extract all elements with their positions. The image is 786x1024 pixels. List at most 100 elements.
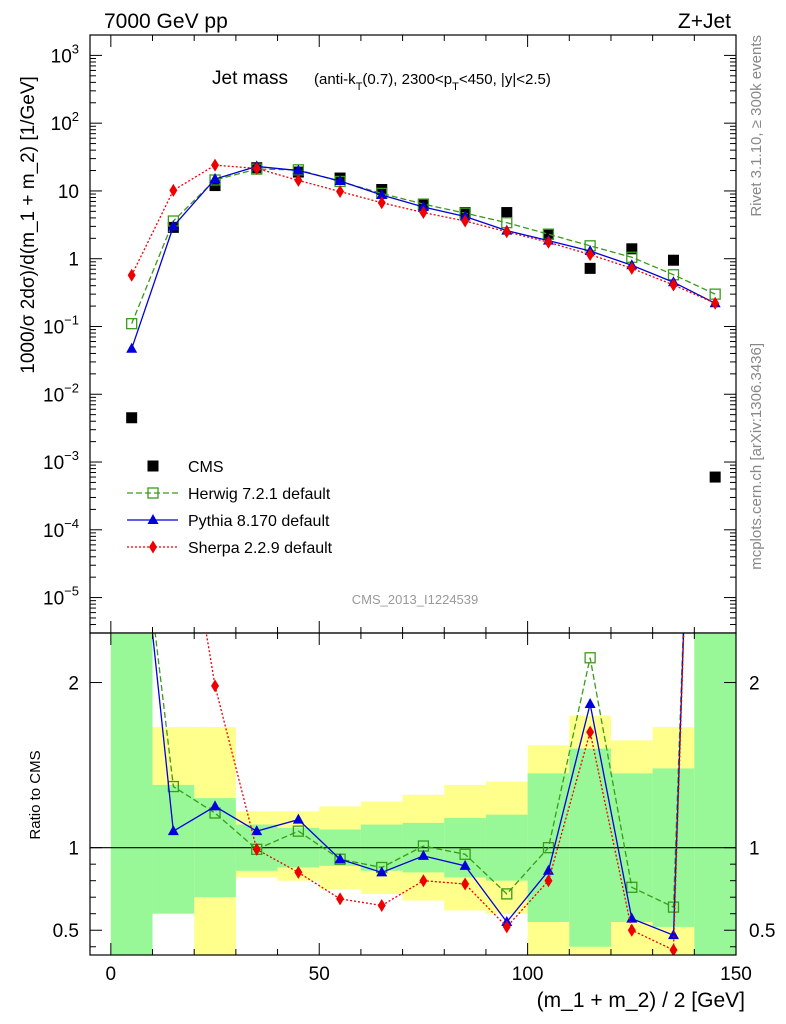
data-point (544, 235, 553, 249)
y-tick-label: 103 (51, 41, 79, 67)
data-point (294, 173, 303, 187)
ratio-point (626, 912, 638, 923)
ratio-point (584, 698, 596, 709)
ratio-point (252, 842, 261, 856)
ratio-point (502, 920, 511, 934)
legend-label: Pythia 8.170 default (188, 513, 330, 530)
data-point (586, 248, 595, 262)
ratio-y-tick-label: 0.5 (53, 921, 79, 942)
mcplots-label: mcplots.cern.ch [arXiv:1306.3436] (748, 343, 765, 570)
band-stat-uncertainty (694, 633, 736, 955)
ratio-point (667, 929, 679, 940)
main-y-axis-label: 1000/σ 2dσ)/d(m_1 + m_2) [1/GeV] (18, 76, 39, 374)
x-tick-label: 0 (106, 964, 117, 985)
ratio-point (376, 866, 388, 877)
legend-marker (149, 540, 157, 554)
data-point (377, 196, 386, 210)
legend-marker (147, 514, 159, 524)
data-point (502, 225, 511, 239)
legend-marker (147, 460, 159, 472)
ratio-y-tick-label-right: 0.5 (749, 921, 775, 942)
main-panel: 10−5 10−4 10−3 10−2 10−1 1 10 102 103 Jet mass (… (18, 34, 737, 634)
ratio-frame (89, 632, 737, 956)
ratio-point (417, 849, 429, 860)
data-point (419, 206, 428, 220)
ratio-y-tick-label-right: 2 (749, 674, 760, 695)
data-point (669, 278, 678, 292)
ratio-point (209, 800, 221, 811)
ratio-point (167, 825, 179, 836)
band-stat-uncertainty (110, 633, 153, 955)
y-tick-label: 10−2 (43, 380, 79, 406)
ratio-point (627, 923, 636, 937)
ratio-point (292, 813, 304, 824)
data-point (252, 161, 261, 175)
y-tick-label: 10−4 (43, 516, 79, 542)
data-point (711, 296, 720, 310)
x-axis-label: (m_1 + m_2) / 2 [GeV] (537, 989, 745, 1012)
ratio-point (251, 825, 263, 836)
data-point (126, 318, 138, 330)
plot-title-detail: (anti-kT(0.7), 2300<pT<450, |y|<2.5) (314, 71, 551, 93)
ratio-point (667, 901, 680, 913)
ratio-y-tick-label: 1 (68, 839, 79, 860)
legend-label: Sherpa 2.2.9 default (188, 540, 333, 557)
x-tick-label: 150 (720, 964, 752, 985)
ratio-point (336, 892, 345, 906)
data-point (584, 262, 596, 274)
legend-entry-sherpa: Sherpa 2.2.9 default (127, 540, 333, 557)
data-point (336, 185, 345, 199)
ratio-series-sherpa (205, 633, 685, 955)
x-tick-label: 100 (512, 964, 544, 985)
ratio-point (292, 825, 305, 837)
process-label: Z+Jet (678, 10, 731, 33)
ratio-point (334, 853, 346, 864)
y-tick-label: 10 (58, 182, 79, 203)
ratio-y-axis-label: Ratio to CMS (27, 750, 44, 839)
data-point (709, 471, 721, 483)
legend-entry-herwig: Herwig 7.2.1 default (127, 486, 331, 503)
ratio-point (586, 725, 595, 739)
legend-marker (147, 487, 159, 499)
legend-label: CMS (188, 459, 224, 476)
ratio-point (461, 877, 470, 891)
data-point (292, 164, 304, 175)
ratio-point (584, 652, 596, 664)
ratio-panel: 0.5 0.5 1 1 2 2 0 50 100 150 Ratio to CMS (m_1 + … (27, 35, 775, 1012)
ratio-line (154, 633, 684, 909)
ratio-ticks: 0.5 0.5 1 1 2 2 0 50 100 150 (53, 35, 775, 985)
ratio-point (544, 874, 553, 888)
plot-title-main: Jet mass (212, 68, 288, 89)
data-point (127, 268, 136, 282)
y-tick-label: 10−5 (43, 584, 79, 610)
ratio-point (419, 874, 428, 888)
main-frame (89, 34, 737, 634)
data-point (126, 412, 138, 424)
data-point (376, 189, 388, 200)
ratio-point (294, 865, 303, 879)
ratio-point (501, 888, 513, 900)
y-tick-label: 102 (51, 109, 79, 135)
ratio-point (459, 848, 471, 860)
main-y-ticks: 10−5 10−4 10−3 10−2 10−1 1 10 102 103 (43, 34, 736, 634)
data-point (627, 261, 636, 275)
ratio-point (626, 881, 638, 893)
series-sherpa (127, 158, 720, 310)
data-point (211, 158, 220, 172)
data-point (667, 254, 679, 266)
band-stat-uncertainty (152, 784, 195, 914)
data-point (542, 228, 554, 240)
data-point (169, 183, 178, 197)
data-point (167, 220, 179, 231)
rivet-version-label: Rivet 3.1.10, ≥ 300k events (748, 35, 765, 217)
uncertainty-bands (110, 633, 736, 955)
data-point (334, 175, 346, 186)
ratio-point (542, 842, 555, 854)
ratio-series-pythia (151, 633, 685, 940)
data-point (209, 173, 221, 184)
energy-label: 7000 GeV pp (104, 10, 228, 33)
data-point (126, 342, 138, 353)
ratio-point (459, 859, 471, 870)
ratio-point (669, 943, 678, 955)
ratio-y-tick-label-right: 1 (749, 839, 760, 860)
